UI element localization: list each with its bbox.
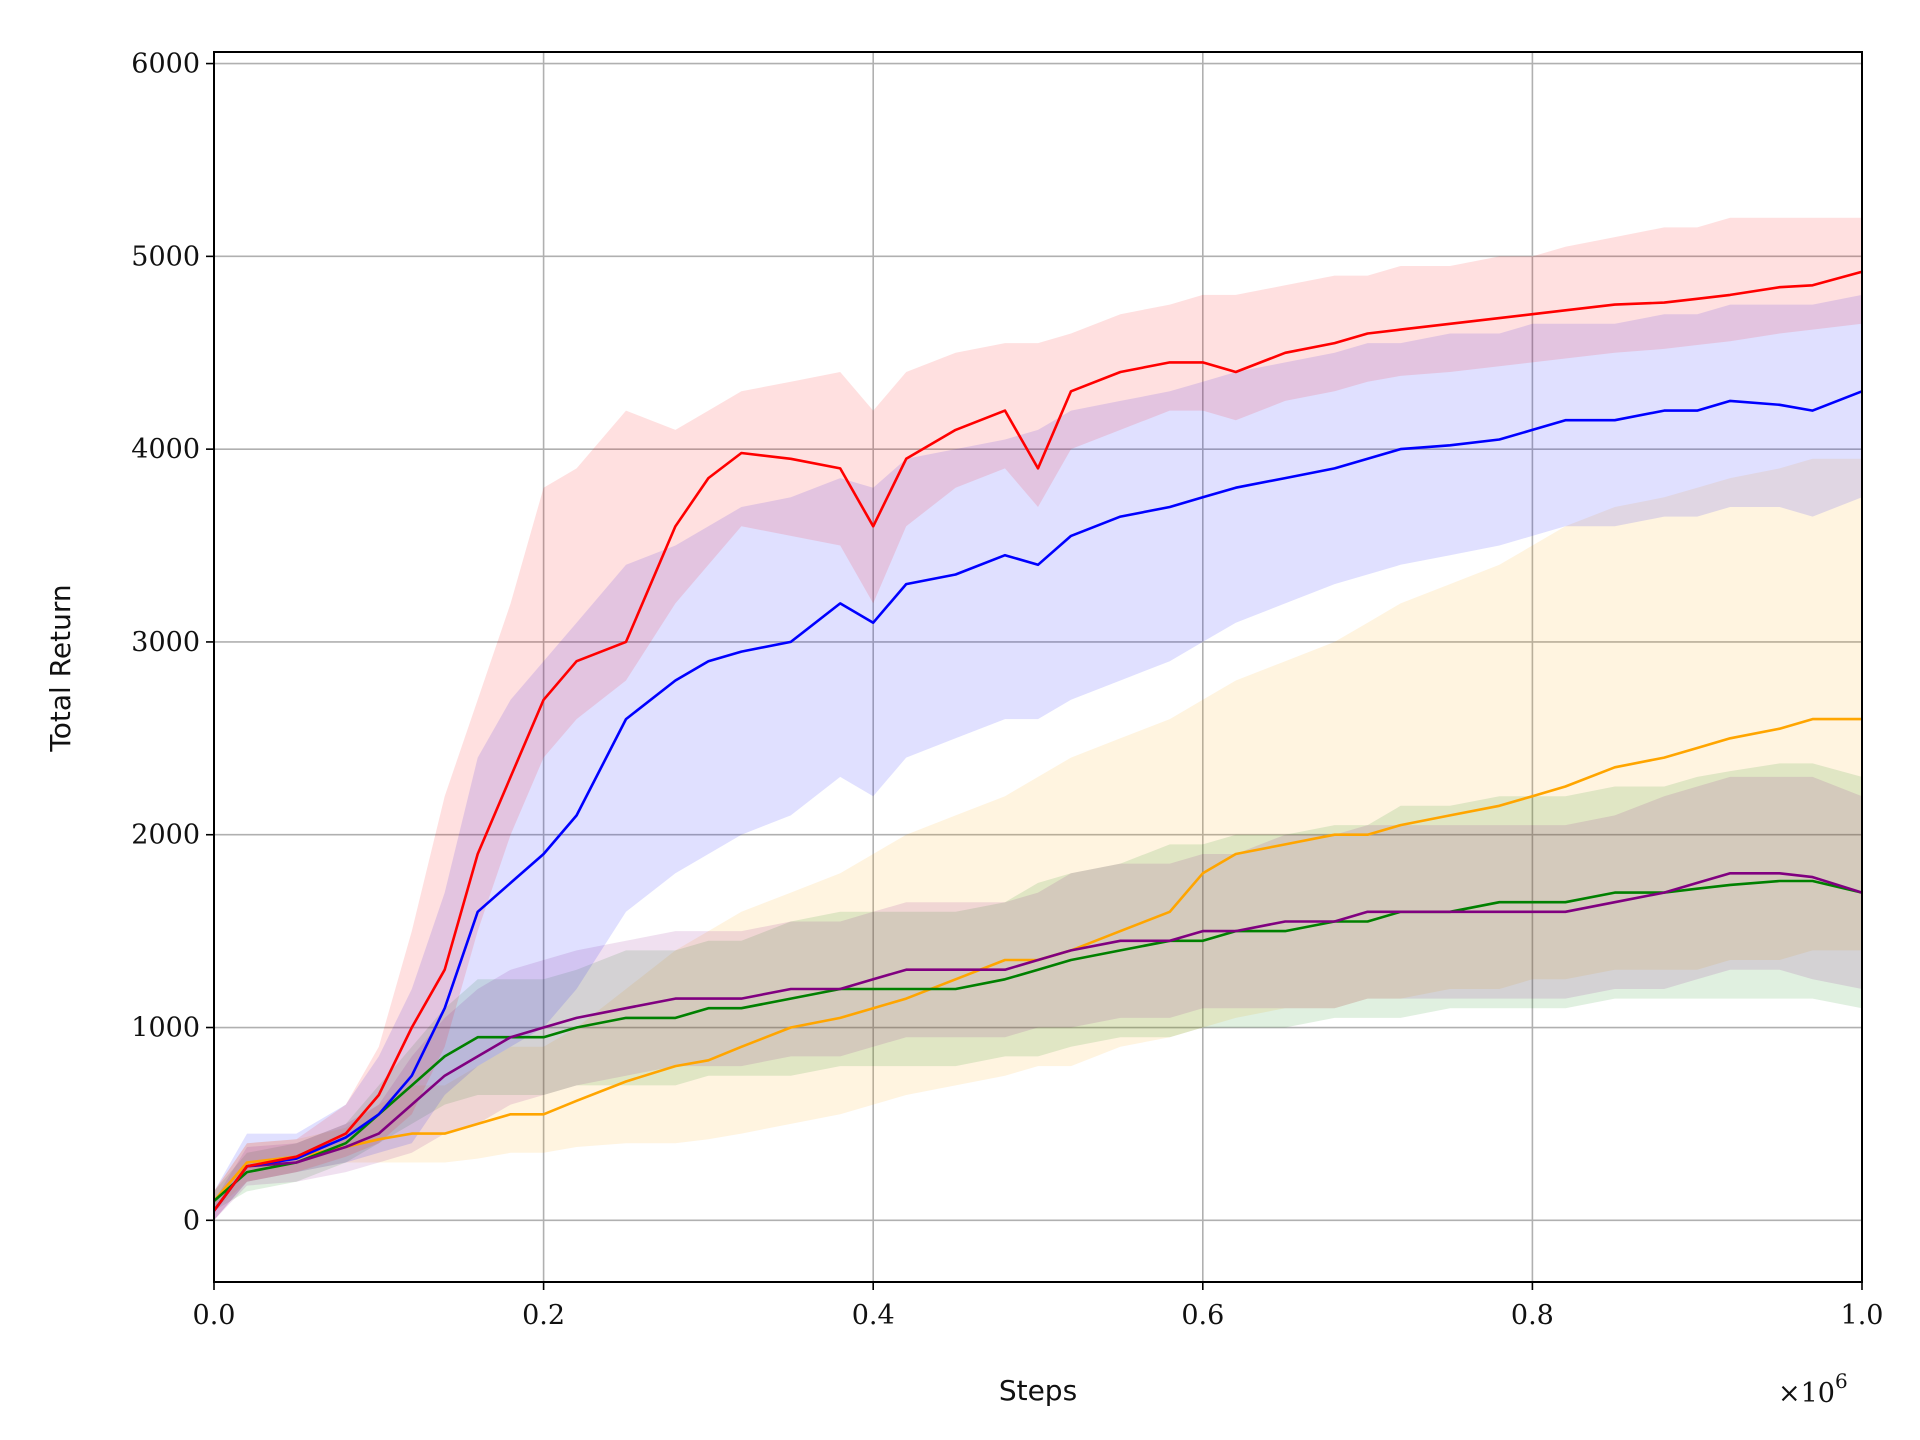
series-band — [214, 217, 1862, 1221]
x-multiplier-base: ×10 — [1778, 1378, 1835, 1409]
x-axis-label: Steps — [999, 1374, 1077, 1407]
x-tick-label: 0.2 — [522, 1300, 565, 1331]
x-axis-multiplier: ×106 — [1778, 1369, 1848, 1409]
series-line — [212, 390, 1863, 1212]
series-line — [212, 871, 1863, 1212]
y-tick-label: 2000 — [131, 820, 200, 851]
y-tick-label: 4000 — [131, 434, 200, 465]
y-tick-label: 1000 — [131, 1013, 200, 1044]
x-axis: 0.0 0.2 0.4 0.6 0.8 1.0 — [193, 1282, 1884, 1331]
series-line — [213, 717, 1862, 1202]
series-band — [214, 294, 1862, 1221]
y-axis: 0 1000 2000 3000 4000 5000 6000 — [131, 49, 214, 1236]
grid-lines — [213, 52, 1863, 1282]
series-line — [212, 270, 1863, 1212]
series-band — [214, 776, 1862, 1221]
confidence-bands — [214, 217, 1862, 1221]
y-tick-label: 5000 — [131, 241, 200, 272]
series-lines — [212, 270, 1863, 1212]
plot-frame — [213, 51, 1863, 1283]
x-tick-label: 0.0 — [193, 1300, 236, 1331]
series-band — [214, 458, 1862, 1211]
series-band — [214, 763, 1862, 1211]
x-tick-label: 1.0 — [1841, 1300, 1884, 1331]
y-tick-label: 3000 — [131, 627, 200, 658]
y-tick-label: 0 — [183, 1205, 200, 1236]
x-multiplier-exponent: 6 — [1835, 1369, 1848, 1393]
x-tick-label: 0.4 — [852, 1300, 895, 1331]
x-tick-label: 0.8 — [1511, 1300, 1554, 1331]
series-line — [213, 879, 1863, 1202]
y-tick-label: 6000 — [131, 49, 200, 80]
x-tick-label: 0.6 — [1181, 1300, 1224, 1331]
y-axis-label: Total Return — [44, 584, 77, 752]
